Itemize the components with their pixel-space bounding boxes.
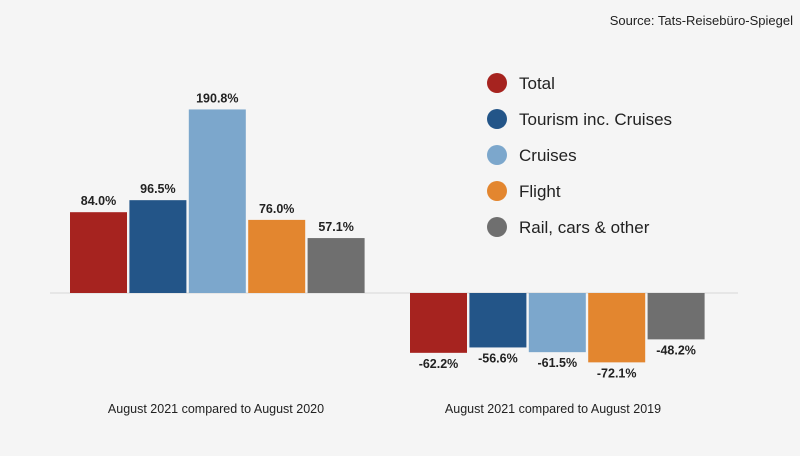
legend-swatch-tourism-inc-cruises — [487, 109, 507, 129]
value-label-tourism-inc-cruises-group-2: -56.6% — [478, 351, 518, 365]
source-note: Source: Tats-Reisebüro-Spiegel — [610, 13, 793, 28]
bar-cruises-group-1 — [188, 109, 246, 293]
value-label-rail-cars-other-group-1: 57.1% — [318, 220, 353, 234]
bar-tourism-inc-cruises-group-2 — [469, 293, 527, 348]
value-label-flight-group-2: -72.1% — [597, 366, 637, 380]
legend-label-flight: Flight — [519, 182, 561, 201]
group-label-2019: August 2021 compared to August 2019 — [445, 402, 661, 416]
legend: Total Tourism inc. Cruises Cruises Flight Ra… — [487, 73, 672, 237]
value-label-flight-group-1: 76.0% — [259, 202, 294, 216]
bar-flight-group-2 — [588, 293, 646, 363]
value-labels-layer: 84.0% 96.5% 190.8% 76.0% 57.1% -62.2% -56.6% -6… — [81, 91, 696, 380]
legend-swatch-flight — [487, 181, 507, 201]
bar-total-group-2 — [410, 293, 467, 353]
legend-swatch-total — [487, 73, 507, 93]
value-label-tourism-inc-cruises-group-1: 96.5% — [140, 182, 175, 196]
bar-tourism-inc-cruises-group-1 — [129, 200, 187, 293]
bar-cruises-group-2 — [528, 293, 586, 353]
bar-rail-cars-other-group-2 — [647, 293, 705, 340]
bar-rail-cars-other-group-1 — [307, 238, 365, 293]
legend-swatch-rail-cars-other — [487, 217, 507, 237]
value-label-total-group-2: -62.2% — [419, 357, 459, 371]
bar-flight-group-1 — [248, 219, 306, 293]
legend-swatch-cruises — [487, 145, 507, 165]
legend-label-total: Total — [519, 74, 555, 93]
bars-layer — [70, 109, 705, 363]
legend-label-rail-cars-other: Rail, cars & other — [519, 218, 650, 237]
value-label-cruises-group-1: 190.8% — [196, 91, 238, 105]
legend-label-tourism-inc-cruises: Tourism inc. Cruises — [519, 110, 672, 129]
bar-total-group-1 — [70, 212, 127, 293]
value-label-cruises-group-2: -61.5% — [537, 356, 577, 370]
value-label-total-group-1: 84.0% — [81, 194, 116, 208]
legend-label-cruises: Cruises — [519, 146, 577, 165]
group-label-2020: August 2021 compared to August 2020 — [108, 402, 324, 416]
value-label-rail-cars-other-group-2: -48.2% — [656, 343, 696, 357]
